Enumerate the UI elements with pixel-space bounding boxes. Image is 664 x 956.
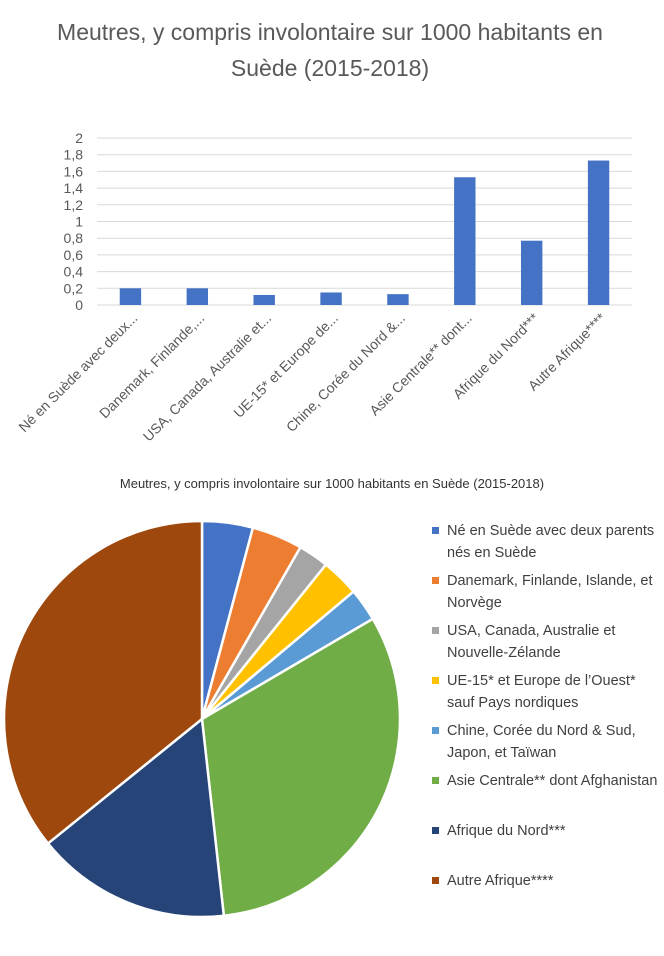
y-tick-label: 1,6 [64,163,84,179]
bar [454,177,476,305]
y-tick-label: 1,8 [64,147,84,163]
legend-label: Danemark, Finlande, Islande, et Norvège [447,573,653,611]
legend-swatch [432,777,439,784]
legend-item: UE-15* et Europe de l’Ouest* sauf Pays n… [432,670,664,714]
bar [253,294,275,305]
x-tick-label: Né en Suède avec deux... [15,310,140,435]
legend-label: Né en Suède avec deux parents nés en Suè… [447,523,655,561]
bar [387,294,409,305]
legend-label: Autre Afrique**** [447,873,554,889]
bar-chart: 00,20,40,60,811,21,41,61,82 Né en Suède a… [15,130,632,445]
pie-chart-title: Meutres, y compris involontaire sur 1000… [119,476,545,491]
legend-item: Né en Suède avec deux parents nés en Suè… [432,520,664,564]
y-tick-label: 2 [75,130,83,146]
x-tick-label: Chine, Corée du Nord &... [283,310,408,435]
legend-item: Danemark, Finlande, Islande, et Norvège [432,570,664,614]
legend-item: Chine, Corée du Nord & Sud, Japon, et Ta… [432,720,664,764]
y-tick-label: 0,6 [64,247,84,263]
legend-label: UE-15* et Europe de l’Ouest* sauf Pays n… [447,673,636,711]
y-tick-label: 0,8 [64,230,84,246]
bar [520,240,543,305]
bar [186,288,209,305]
legend-item: Autre Afrique**** [432,870,664,892]
legend-swatch [432,527,439,534]
bar [587,160,610,305]
pie-slice [200,617,402,918]
bar [119,288,142,305]
bar-chart-title: Meutres, y compris involontaire sur 1000… [57,19,603,81]
y-tick-label: 0,4 [64,264,84,280]
legend-swatch [432,577,439,584]
legend-item: USA, Canada, Australie et Nouvelle-Zélan… [432,620,664,664]
legend-swatch [432,627,439,634]
legend-label: Afrique du Nord*** [447,823,566,839]
legend-item: Asie Centrale** dont Afghanistan [432,770,664,792]
y-tick-label: 1,2 [64,197,84,213]
y-tick-label: 1,4 [64,180,84,196]
pie-slice [46,717,226,919]
legend-item: Afrique du Nord*** [432,820,664,842]
y-tick-label: 0 [75,297,83,313]
legend-label: USA, Canada, Australie et Nouvelle-Zélan… [447,623,616,661]
pie-chart [2,519,402,919]
legend-swatch [432,677,439,684]
legend-swatch [432,727,439,734]
pie-slice [2,519,204,845]
legend-swatch [432,877,439,884]
legend-label: Asie Centrale** dont Afghanistan [447,773,658,789]
legend-label: Chine, Corée du Nord & Sud, Japon, et Ta… [447,723,636,761]
x-tick-label: USA, Canada, Australie et... [140,310,275,445]
y-tick-label: 1 [75,214,83,230]
legend-swatch [432,827,439,834]
y-tick-label: 0,2 [64,280,84,296]
bar [320,292,342,305]
